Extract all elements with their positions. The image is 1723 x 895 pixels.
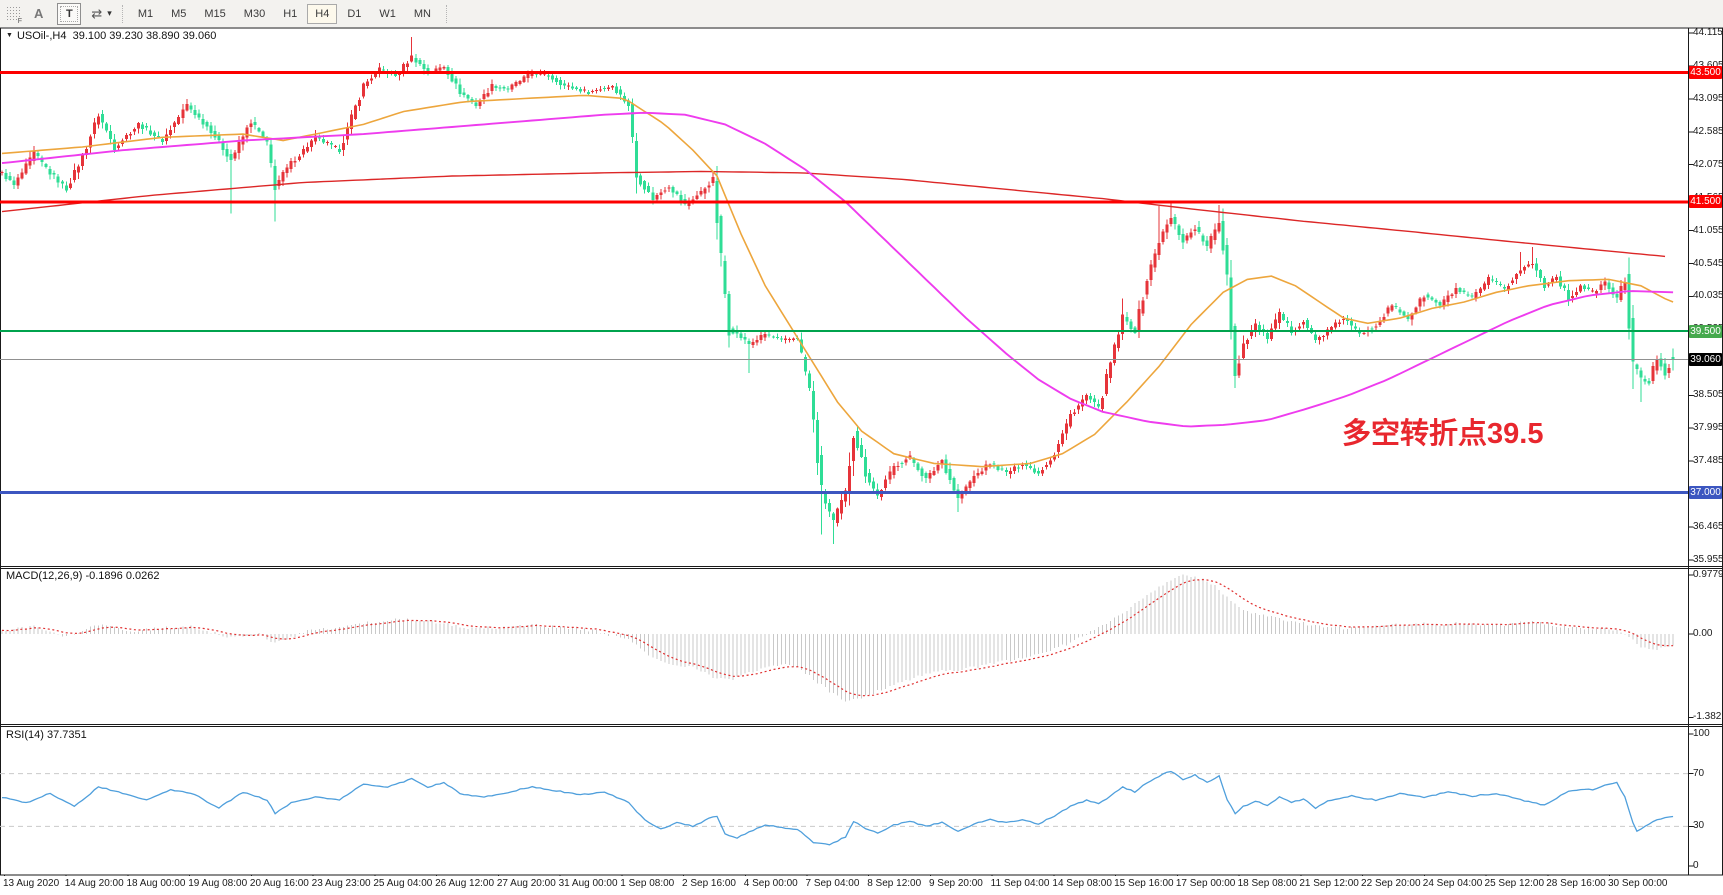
date-axis-label: 14 Sep 08:00 bbox=[1052, 878, 1112, 889]
horizontal-level-lines[interactable] bbox=[0, 71, 1688, 494]
timeframe-button-M30[interactable]: M30 bbox=[243, 7, 266, 20]
date-axis-label: 7 Sep 04:00 bbox=[805, 878, 860, 889]
toolbar-separator bbox=[446, 4, 447, 23]
date-axis-label: 18 Sep 08:00 bbox=[1237, 878, 1298, 889]
date-axis-label: 19 Aug 08:00 bbox=[188, 878, 248, 889]
ma-magenta-line bbox=[1, 111, 1674, 428]
toolbar-separator bbox=[121, 4, 123, 23]
grip-f-label: F bbox=[16, 17, 22, 25]
rsi-line bbox=[1, 770, 1674, 846]
date-axis-label: 21 Sep 12:00 bbox=[1299, 878, 1359, 889]
timeframe-button-M1[interactable]: M1 bbox=[137, 7, 154, 20]
macd-histogram bbox=[1, 574, 1674, 702]
ma-red-line bbox=[1, 170, 1666, 258]
date-axis-label: 9 Sep 20:00 bbox=[928, 878, 983, 889]
date-axis-label: 31 Aug 00:00 bbox=[558, 878, 618, 889]
date-axis-label: 8 Sep 12:00 bbox=[867, 878, 922, 889]
arrows-icon: ⇄ bbox=[91, 6, 103, 21]
candles-layer bbox=[0, 37, 1675, 545]
text-label-tool-button[interactable]: A bbox=[34, 6, 44, 21]
date-axis-label: 1 Sep 08:00 bbox=[620, 878, 675, 889]
date-axis-label: 17 Sep 00:00 bbox=[1175, 878, 1236, 889]
date-axis-label: 26 Aug 12:00 bbox=[435, 878, 495, 889]
date-axis-label: 15 Sep 16:00 bbox=[1114, 878, 1174, 889]
date-axis-label: 18 Aug 00:00 bbox=[126, 878, 186, 889]
timeframe-button-H4[interactable]: H4 bbox=[307, 3, 338, 24]
date-axis-label: 30 Sep 00:00 bbox=[1607, 878, 1668, 889]
timeframe-button-M5[interactable]: M5 bbox=[171, 7, 187, 20]
date-axis-label: 23 Aug 23:00 bbox=[311, 878, 371, 889]
timeframe-button-M15[interactable]: M15 bbox=[204, 7, 226, 20]
timeframe-button-W1[interactable]: W1 bbox=[379, 7, 396, 20]
date-axis-label: 13 Aug 2020 bbox=[3, 878, 60, 889]
date-axis-label: 28 Sep 16:00 bbox=[1546, 878, 1606, 889]
rsi-level-lines bbox=[0, 773, 1688, 827]
timeframe-button-D1[interactable]: D1 bbox=[347, 7, 362, 20]
date-axis-label: 22 Sep 20:00 bbox=[1361, 878, 1421, 889]
ma-orange-line bbox=[1, 94, 1674, 468]
axis-ticks bbox=[4, 32, 1694, 876]
macd-signal-line bbox=[1, 578, 1674, 697]
date-axis-label: 25 Sep 12:00 bbox=[1484, 878, 1545, 889]
chevron-down-icon[interactable]: ▾ bbox=[107, 8, 112, 18]
date-axis-label: 4 Sep 00:00 bbox=[743, 878, 798, 889]
chart-canvas[interactable] bbox=[0, 27, 1723, 876]
date-axis-label: 25 Aug 04:00 bbox=[373, 878, 433, 889]
date-axis-label: 24 Sep 04:00 bbox=[1422, 878, 1483, 889]
timeframe-button-MN[interactable]: MN bbox=[413, 7, 431, 20]
date-axis-label: 14 Aug 20:00 bbox=[64, 878, 124, 889]
date-axis-label: 20 Aug 16:00 bbox=[249, 878, 309, 889]
cursor-mode-button[interactable]: ⇄ ▾ bbox=[91, 0, 111, 27]
text-box-tool-button[interactable]: T bbox=[57, 2, 82, 25]
toolbar: F A T ⇄ ▾ M1 M5 M15 M30 H1 H4 D1 W1 MN bbox=[0, 0, 1723, 27]
date-axis-label: 2 Sep 16:00 bbox=[682, 878, 736, 889]
timeframe-button-H1[interactable]: H1 bbox=[283, 7, 298, 20]
date-axis-label: 11 Sep 04:00 bbox=[990, 878, 1050, 889]
panel-frames bbox=[0, 27, 1723, 876]
timeframe-group: M1 M5 M15 M30 H1 H4 D1 W1 MN bbox=[129, 3, 440, 24]
toolbar-grip-icon[interactable]: F bbox=[6, 5, 22, 25]
date-axis-label: 27 Aug 20:00 bbox=[496, 878, 556, 889]
